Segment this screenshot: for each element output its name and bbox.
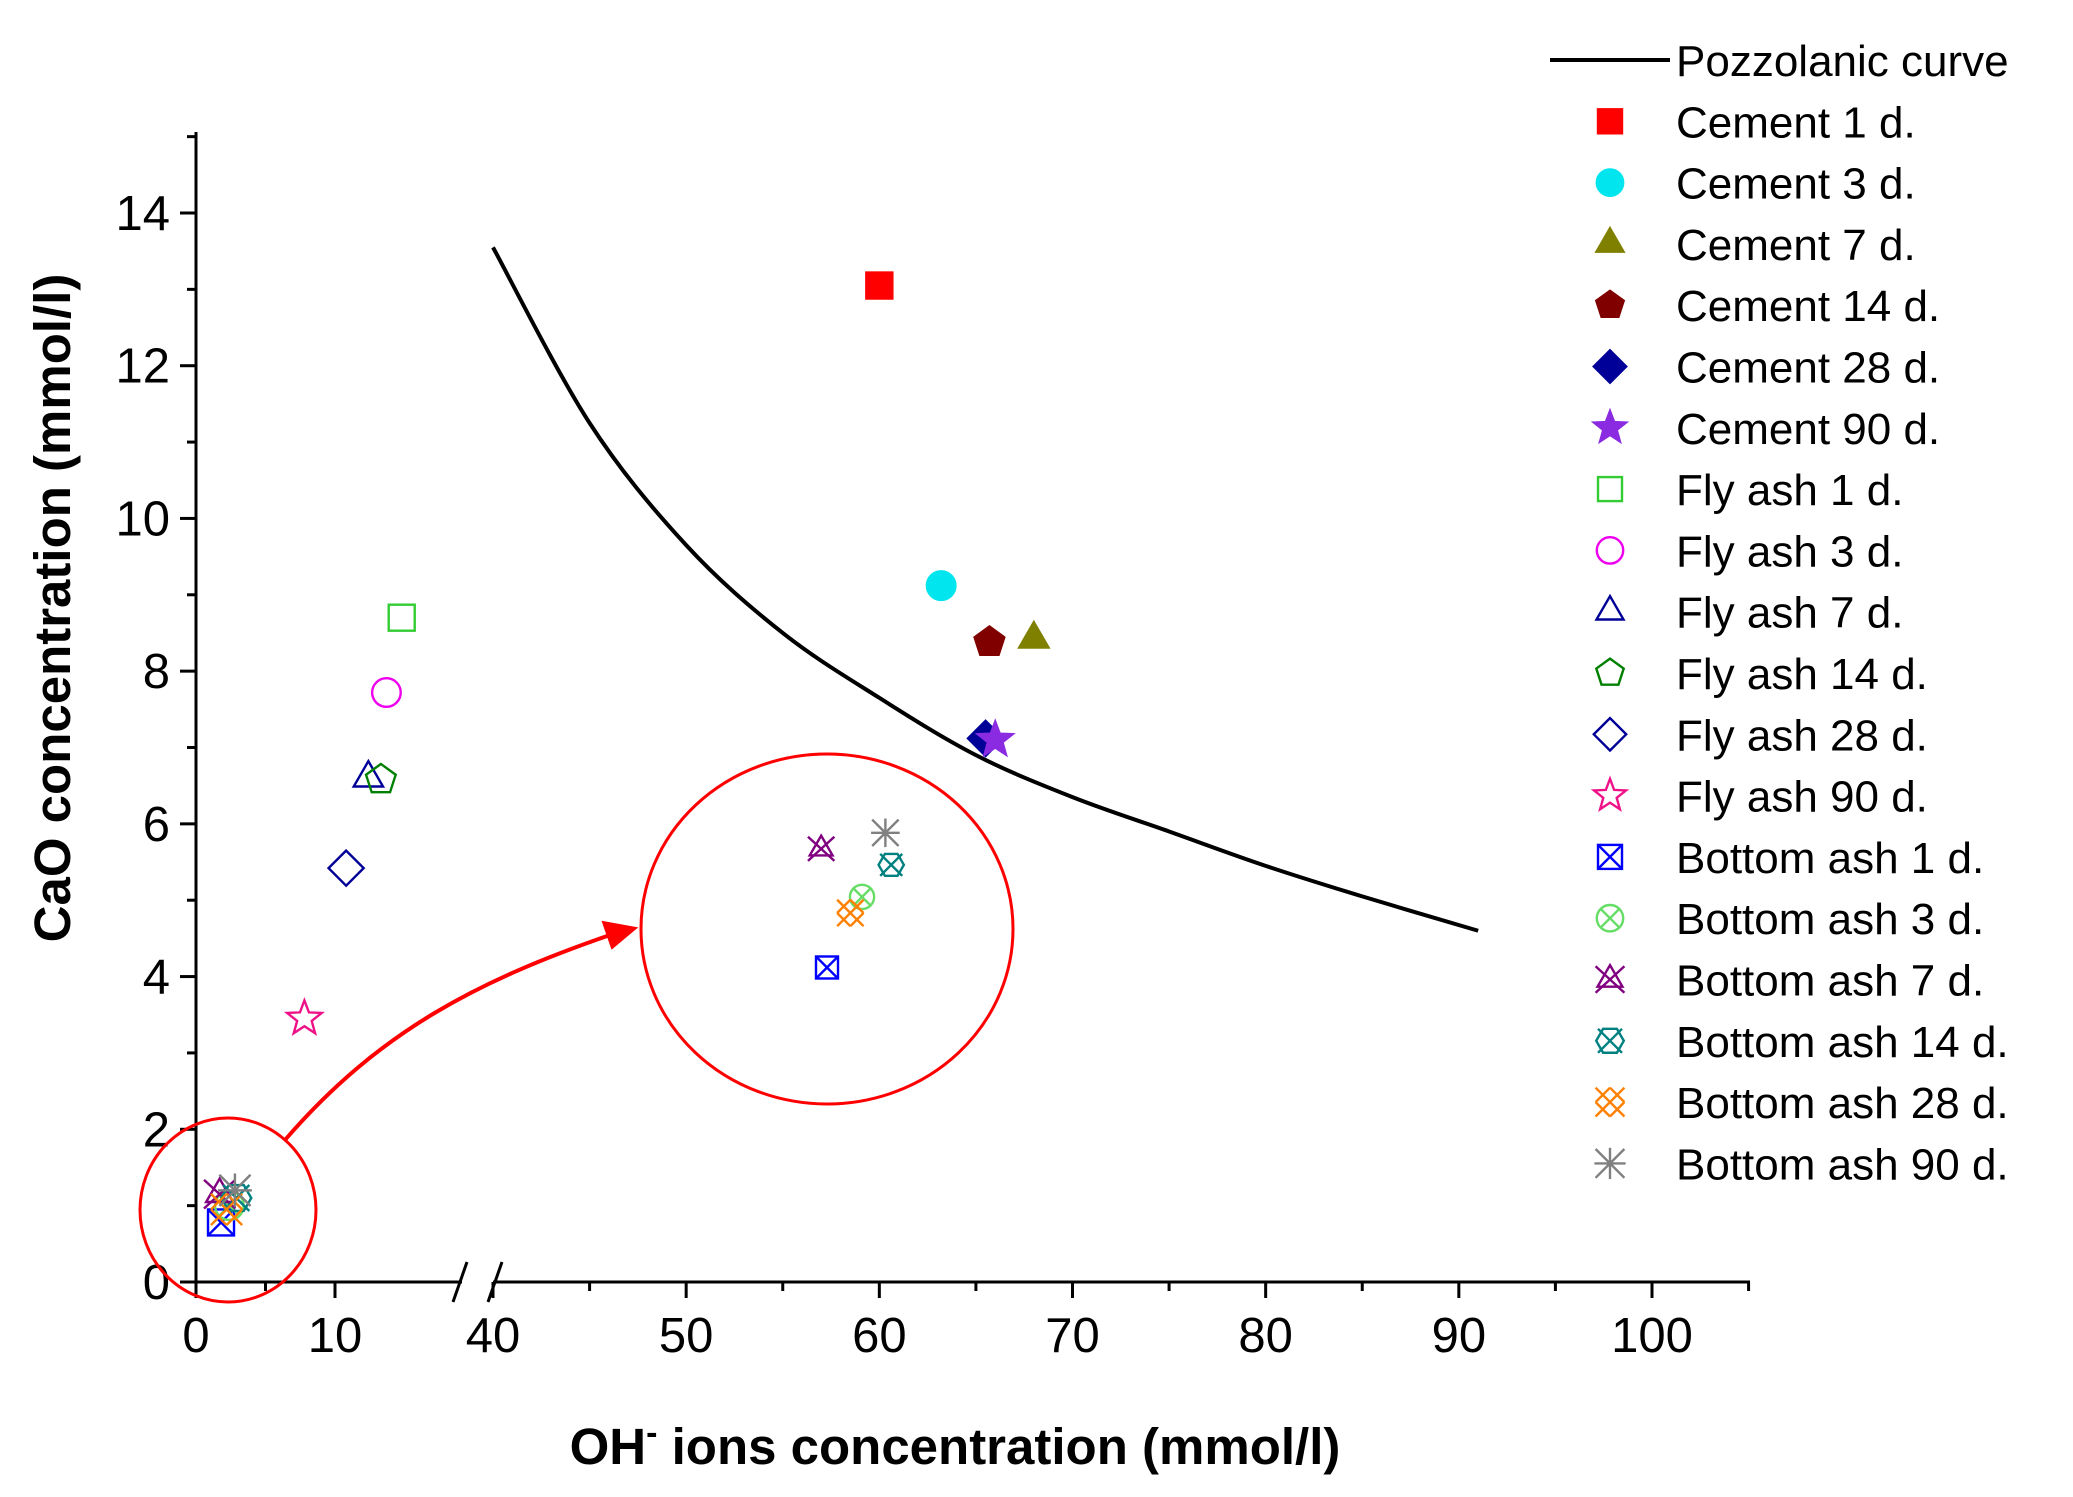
legend-label-cement-14-d: Cement 14 d. [1676, 282, 1940, 331]
legend-marker-cement-28-d [1592, 348, 1628, 385]
point-fly-ash-90-d [283, 996, 325, 1037]
point-cement-3-d [925, 570, 957, 602]
point-fly-ash-28-d [326, 848, 366, 888]
legend-label-bottom-ash-28-d: Bottom ash 28 d. [1676, 1079, 2009, 1128]
legend-label-fly-ash-7-d: Fly ash 7 d. [1676, 589, 1903, 638]
zoom-source-circle [138, 1116, 318, 1304]
zoom-target-circle [639, 752, 1015, 1106]
legend-marker-fly-ash-1-d [1596, 475, 1624, 503]
zoom-point-bottom-ash-1-d [814, 955, 840, 980]
y-tick-label: 4 [143, 951, 170, 1005]
point-cement-90-d [974, 718, 1016, 758]
legend-marker-cement-1-d [1596, 108, 1624, 135]
legend-label-bottom-ash-1-d: Bottom ash 1 d. [1676, 834, 1984, 883]
point-fly-ash-1-d [387, 603, 416, 632]
x-axis-title-sup: - [646, 1414, 657, 1452]
legend-label-cement-1-d: Cement 1 d. [1676, 98, 1916, 147]
y-tick-label: 14 [115, 187, 170, 241]
point-cement-7-d [1017, 619, 1051, 649]
zoom-arrow [283, 933, 611, 1142]
legend-label-bottom-ash-3-d: Bottom ash 3 d. [1676, 895, 1984, 944]
x-tick-label: 70 [1045, 1309, 1100, 1363]
y-axis-title: CaO concentration (mmol/l) [24, 274, 81, 943]
y-tick-label: 6 [143, 798, 170, 852]
legend-marker-bottom-ash-90-d [1594, 1147, 1626, 1180]
legend-label-cement-90-d: Cement 90 d. [1676, 405, 1940, 454]
x-axis-title-main: OH [570, 1418, 647, 1475]
legend-label-fly-ash-90-d: Fly ash 90 d. [1676, 773, 1928, 822]
zoom-arrowhead [601, 920, 639, 950]
point-bottom-ash-90-d [218, 1173, 252, 1208]
zoom-point-bottom-ash-90-d [871, 818, 900, 848]
legend-marker-fly-ash-28-d [1592, 716, 1628, 753]
legend-label-cement-28-d: Cement 28 d. [1676, 344, 1940, 393]
legend-label-bottom-ash-7-d: Bottom ash 7 d. [1676, 957, 1984, 1006]
legend-marker-fly-ash-3-d [1595, 536, 1625, 565]
legend-marker-bottom-ash-14-d [1594, 1027, 1626, 1054]
legend-marker-cement-7-d [1594, 225, 1626, 253]
legend-label-fly-ash-3-d: Fly ash 3 d. [1676, 527, 1903, 576]
legend-label-bottom-ash-90-d: Bottom ash 90 d. [1676, 1140, 2009, 1189]
x-tick-label: 90 [1432, 1309, 1487, 1363]
x-tick-label: 100 [1611, 1309, 1693, 1363]
zoom-point-bottom-ash-28-d [836, 898, 865, 928]
point-cement-14-d [973, 625, 1006, 656]
legend-label-fly-ash-14-d: Fly ash 14 d. [1676, 650, 1928, 699]
x-tick-label: 40 [466, 1309, 521, 1363]
legend: Pozzolanic curve Cement 1 d. Cement 3 d. Ce… [1550, 37, 2009, 1189]
y-tick-label: 10 [115, 492, 170, 546]
x-tick-label: 50 [659, 1309, 714, 1363]
legend-marker-fly-ash-14-d [1594, 657, 1626, 686]
point-fly-ash-7-d [351, 758, 386, 788]
legend-marker-cement-3-d [1595, 168, 1625, 198]
legend-label-pozzolanic-curve: Pozzolanic curve [1676, 37, 2009, 86]
legend-label-bottom-ash-14-d: Bottom ash 14 d. [1676, 1018, 2009, 1067]
legend-marker-cement-14-d [1594, 289, 1626, 319]
legend-label-cement-3-d: Cement 3 d. [1676, 160, 1916, 209]
legend-marker-fly-ash-90-d [1590, 775, 1630, 812]
y-tick-label: 8 [143, 645, 170, 699]
zoom-point-bottom-ash-14-d [877, 852, 906, 878]
zoom-point-bottom-ash-7-d [807, 833, 836, 862]
x-tick-label: 80 [1238, 1309, 1293, 1363]
legend-marker-cement-90-d [1590, 407, 1630, 445]
point-bottom-ash-28-d [210, 1193, 244, 1226]
legend-marker-fly-ash-7-d [1594, 593, 1626, 621]
legend-marker-bottom-ash-28-d [1594, 1086, 1626, 1118]
axis-break-mark-left [451, 1261, 469, 1303]
x-tick-label: 0 [182, 1309, 209, 1363]
point-fly-ash-3-d [370, 677, 402, 709]
x-axis-title-rest: ions concentration (mmol/l) [657, 1418, 1340, 1475]
y-tick-label: 2 [143, 1103, 170, 1157]
zoom-point-bottom-ash-3-d [848, 883, 876, 911]
zoom-inset [138, 752, 1015, 1304]
pozzolanic-curve-line [491, 246, 1479, 933]
axes [194, 132, 1750, 1303]
legend-marker-bottom-ash-7-d [1594, 962, 1626, 994]
point-fly-ash-14-d [364, 762, 398, 794]
data-points [203, 271, 1051, 1237]
x-tick-label: 60 [852, 1309, 907, 1363]
legend-marker-bottom-ash-3-d [1595, 903, 1625, 933]
point-cement-1-d [865, 271, 894, 300]
axis-break-mark-right [486, 1261, 504, 1303]
legend-label-fly-ash-28-d: Fly ash 28 d. [1676, 711, 1928, 760]
x-axis-title: OH- ions concentration (mmol/l) [570, 1414, 1341, 1475]
legend-marker-bottom-ash-1-d [1596, 843, 1624, 871]
y-tick-label: 12 [115, 340, 170, 394]
pozzolanic-curve [491, 246, 1479, 933]
x-tick-label: 10 [308, 1309, 363, 1363]
legend-label-cement-7-d: Cement 7 d. [1676, 221, 1916, 270]
legend-label-fly-ash-1-d: Fly ash 1 d. [1676, 466, 1903, 515]
